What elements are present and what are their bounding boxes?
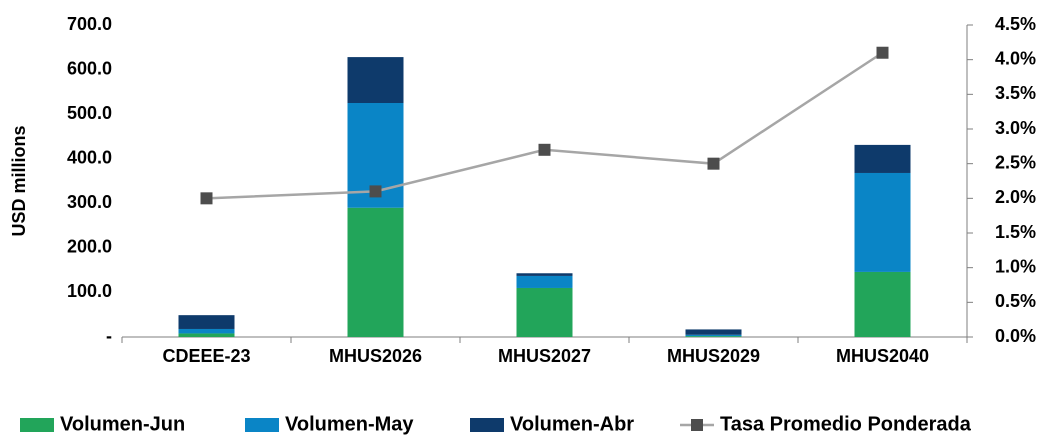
- y2-tick-label: 1.0%: [995, 256, 1036, 276]
- y2-tick-label: 0.5%: [995, 291, 1036, 311]
- legend-label: Volumen-Abr: [510, 413, 634, 435]
- line-series: [206, 51, 884, 200]
- bar-segment: [685, 334, 742, 337]
- y2-tick-label: 3.0%: [995, 118, 1036, 138]
- y-tick-label: 500.0: [67, 103, 112, 123]
- y-tick-label: -: [106, 326, 112, 346]
- bar-segment: [347, 57, 404, 103]
- bar-segment: [685, 329, 742, 335]
- bar-segment: [178, 315, 235, 329]
- y-tick-label: 100.0: [67, 281, 112, 301]
- y-axis-label: USD millions: [9, 125, 29, 236]
- x-tick-label: MHUS2040: [836, 346, 929, 366]
- bar-segment: [178, 328, 235, 334]
- y2-tick-label: 3.5%: [995, 83, 1036, 103]
- legend-swatch: [470, 418, 504, 432]
- y2-tick-label: 4.0%: [995, 48, 1036, 68]
- bar-segment: [347, 207, 404, 337]
- line-marker: [538, 143, 551, 156]
- line-marker: [707, 157, 720, 170]
- y-tick-label: 300.0: [67, 192, 112, 212]
- legend-label: Tasa Promedio Ponderada: [720, 413, 972, 435]
- y2-tick-label: 1.5%: [995, 222, 1036, 242]
- y2-tick-label: 2.0%: [995, 187, 1036, 207]
- bar-segment: [685, 336, 742, 337]
- bar-segment: [516, 275, 573, 288]
- x-tick-label: MHUS2029: [667, 346, 760, 366]
- y-tick-label: 200.0: [67, 237, 112, 257]
- y2-tick-label: 4.5%: [995, 14, 1036, 34]
- legend-label: Volumen-Jun: [60, 413, 185, 435]
- legend-swatch: [20, 418, 54, 432]
- y-tick-label: 700.0: [67, 14, 112, 34]
- line-marker: [369, 185, 382, 198]
- x-tick-label: CDEEE-23: [162, 346, 250, 366]
- x-tick-label: MHUS2027: [498, 346, 591, 366]
- legend-label: Volumen-May: [285, 413, 414, 435]
- bar-segment: [854, 172, 911, 272]
- bar-segment: [854, 271, 911, 337]
- y-tick-label: 400.0: [67, 147, 112, 167]
- legend-swatch: [245, 418, 279, 432]
- y2-tick-label: 2.5%: [995, 152, 1036, 172]
- x-tick-label: MHUS2026: [329, 346, 422, 366]
- bar-segment: [854, 144, 911, 173]
- legend-marker: [691, 419, 703, 431]
- y-tick-label: 600.0: [67, 58, 112, 78]
- y2-tick-label: 0.0%: [995, 326, 1036, 346]
- line-marker: [876, 46, 889, 59]
- line-marker: [200, 192, 213, 205]
- bar-segment: [516, 273, 573, 276]
- bar-segment: [178, 333, 235, 337]
- bar-segment: [516, 287, 573, 337]
